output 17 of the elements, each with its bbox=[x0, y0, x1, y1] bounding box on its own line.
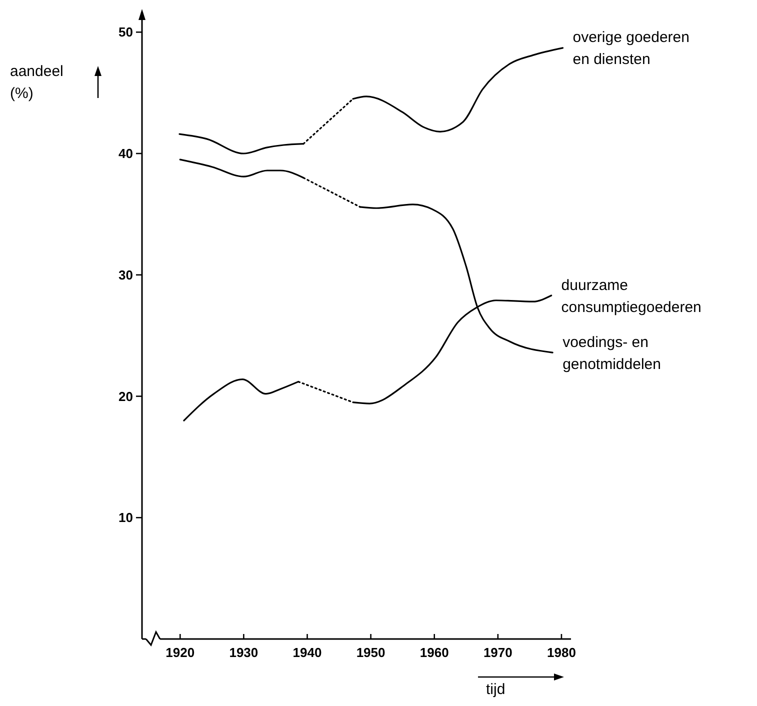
x-tick-label: 1950 bbox=[356, 645, 386, 660]
x-tick-label: 1980 bbox=[547, 645, 576, 660]
x-axis-title: tijd bbox=[486, 681, 506, 698]
series-label: duurzame consumptiegoederen bbox=[561, 276, 702, 316]
y-tick-label: 30 bbox=[118, 267, 133, 282]
x-tick-label: 1970 bbox=[483, 645, 512, 660]
y-tick-label: 40 bbox=[118, 146, 133, 162]
x-tick-label: 1960 bbox=[420, 645, 449, 660]
series-label: overige goederen en diensten bbox=[572, 29, 690, 68]
y-tick-label: 10 bbox=[118, 510, 133, 526]
x-tick-label: 1930 bbox=[229, 645, 258, 660]
y-tick-label: 20 bbox=[118, 388, 133, 404]
series-label: voedings- en genotmiddelen bbox=[562, 334, 661, 373]
y-tick-label: 50 bbox=[118, 24, 133, 40]
x-tick-label: 1940 bbox=[292, 645, 322, 660]
x-tick-label: 1920 bbox=[166, 645, 195, 660]
y-axis-title: aandeel (%) bbox=[10, 63, 64, 102]
